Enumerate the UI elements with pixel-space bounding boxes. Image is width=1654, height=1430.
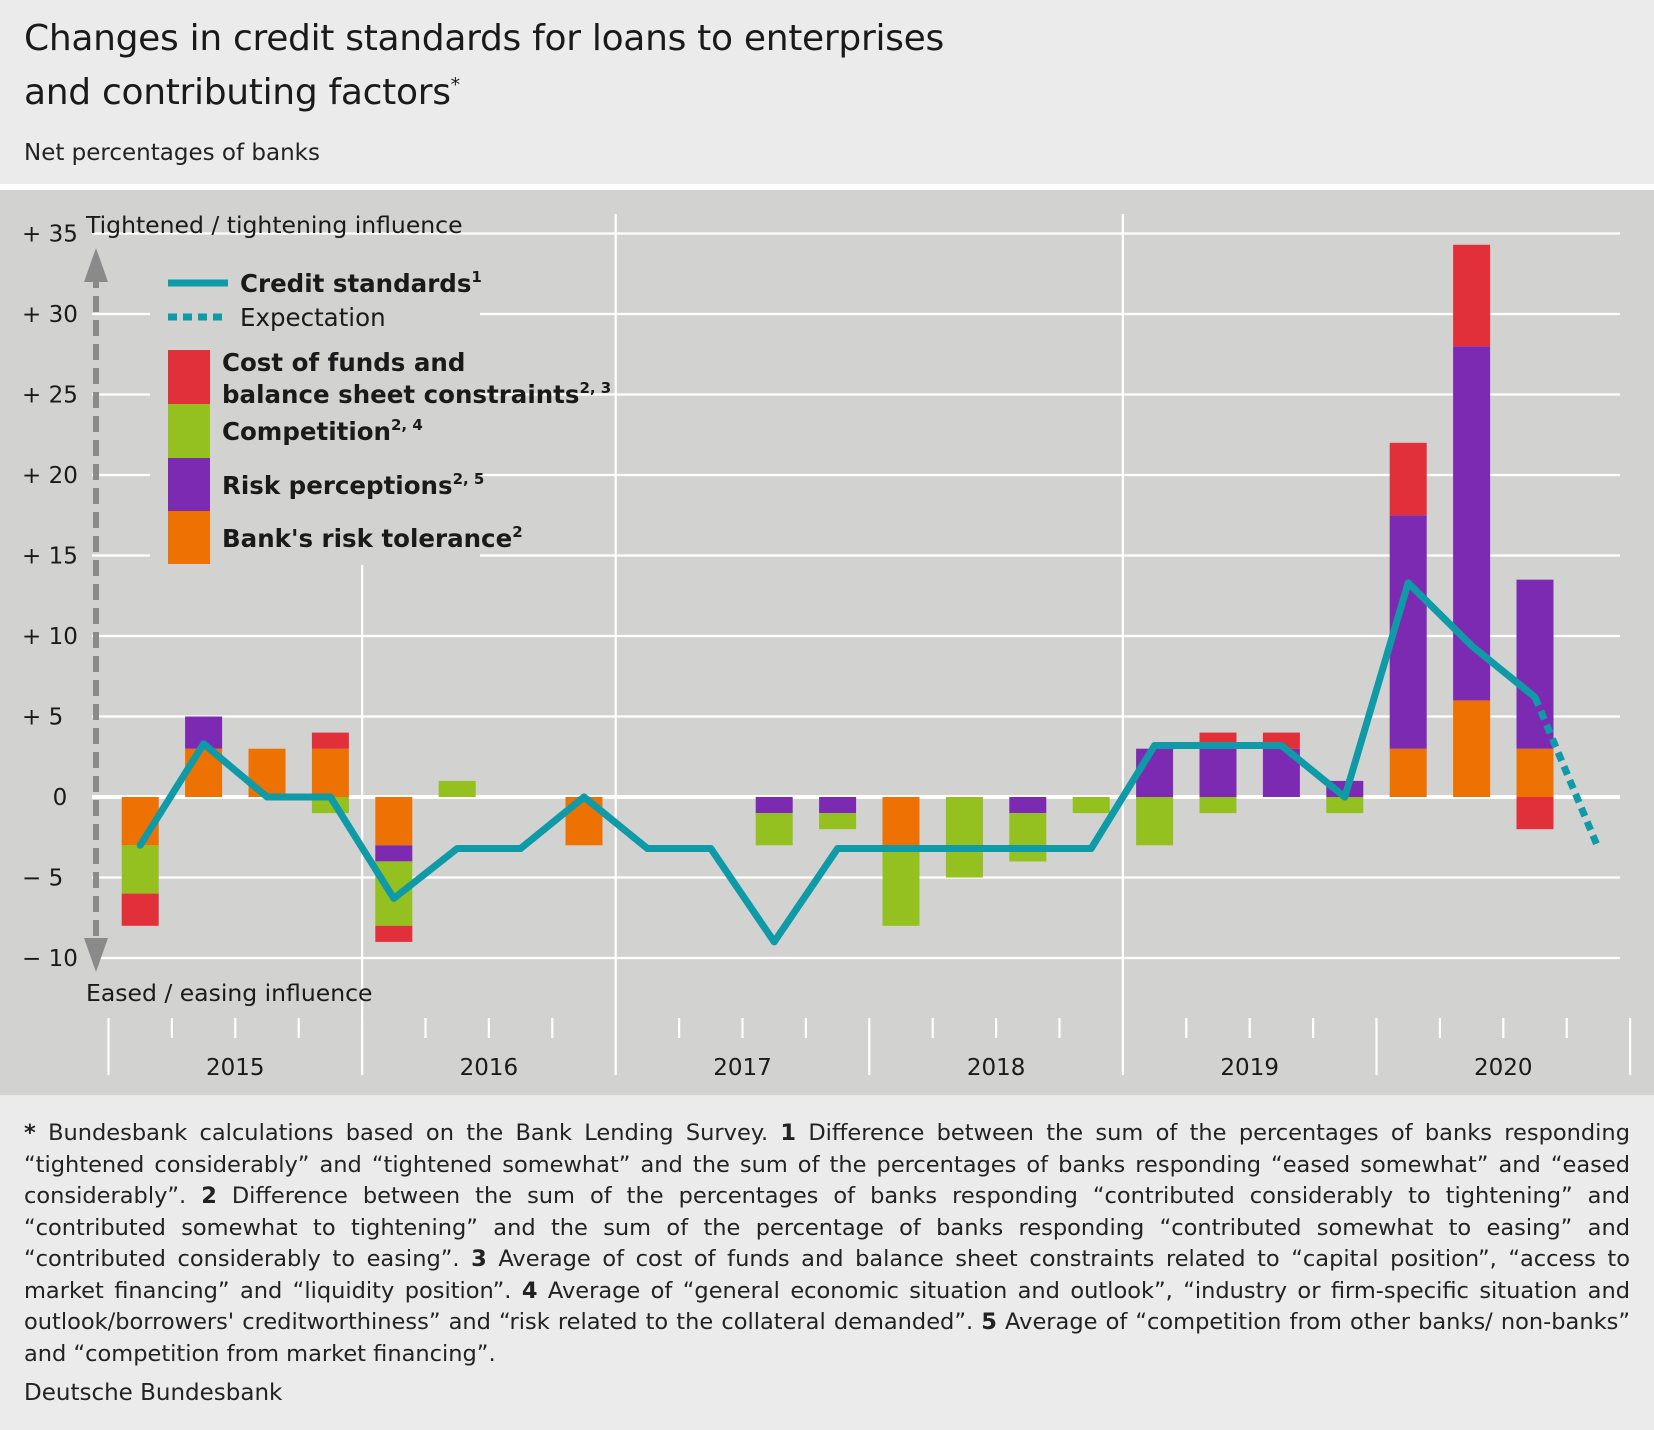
bar-segment-competition <box>1072 797 1110 814</box>
bar-segment-tolerance <box>1516 748 1554 797</box>
bar-segment-competition <box>1326 797 1364 814</box>
bar-segment-cost <box>375 925 413 942</box>
bar-segment-competition <box>121 845 159 894</box>
bar-segment-risk <box>1136 748 1174 797</box>
credit-standards-line <box>136 579 1539 946</box>
year-label: 2017 <box>713 1055 772 1081</box>
bar-segment-risk <box>375 845 413 862</box>
legend-cost-label-line1: Cost of funds and <box>222 348 465 377</box>
legend-tolerance-label: Bank's risk tolerance2 <box>222 523 523 553</box>
direction-arrow: Tightened / tightening influence Eased / … <box>84 211 463 1007</box>
bar-segment-competition <box>1199 797 1237 814</box>
legend-competition-label: Competition2, 4 <box>222 416 423 446</box>
y-tick-label: + 10 <box>22 624 78 650</box>
arrow-up-head <box>84 248 108 282</box>
bar-segment-tolerance <box>882 797 920 846</box>
bar-segment-cost <box>1516 797 1554 830</box>
bar-segment-competition <box>438 780 476 797</box>
y-tick-label: − 10 <box>22 946 78 972</box>
bar-segment-tolerance <box>1389 748 1427 797</box>
bar-segment-competition <box>755 813 793 846</box>
legend-tolerance-swatch <box>168 511 210 564</box>
bar-segment-cost <box>1453 244 1491 347</box>
bar-segment-tolerance <box>375 797 413 846</box>
y-tick-label: + 35 <box>22 222 78 248</box>
y-tick-label: + 25 <box>22 383 78 409</box>
bar-segment-tolerance <box>311 748 349 797</box>
title-line-1: Changes in credit standards for loans to… <box>24 18 944 59</box>
y-tick-label: + 5 <box>22 705 63 731</box>
year-separators <box>361 214 1378 1075</box>
year-label: 2016 <box>460 1055 519 1081</box>
bar-segment-risk <box>1199 748 1237 797</box>
legend-expectation-label: Expectation <box>240 303 386 332</box>
bar-segment-cost <box>311 732 349 749</box>
year-label: 2015 <box>206 1055 265 1081</box>
legend-cost-swatch <box>168 350 210 404</box>
y-tick-label: − 5 <box>22 866 63 892</box>
y-tick-label: + 20 <box>22 463 78 489</box>
y-tick-label: + 15 <box>22 544 78 570</box>
bar-segment-risk <box>755 797 793 814</box>
bar-segment-competition <box>945 797 983 878</box>
legend-risk-label: Risk perceptions2, 5 <box>222 470 484 500</box>
bar-segment-risk <box>1516 579 1554 749</box>
year-label: 2020 <box>1474 1055 1533 1081</box>
source-label: Deutsche Bundesbank <box>24 1380 283 1406</box>
y-axis: + 35 + 30 + 25 + 20 + 15 + 10 + 5 0 − 5 − 10 <box>22 222 78 973</box>
year-label: 2019 <box>1220 1055 1279 1081</box>
bar-segment-cost <box>121 893 159 926</box>
title-line-2: and contributing factors <box>24 72 451 113</box>
chart-title: Changes in credit standards for loans to… <box>24 16 944 116</box>
bar-segment-competition <box>1136 797 1174 846</box>
chart-subtitle: Net percentages of banks <box>24 140 320 166</box>
title-footnote-mark: * <box>450 74 461 96</box>
arrow-down-head <box>84 938 108 972</box>
footnotes: * Bundesbank calculations based on the B… <box>24 1120 1631 1367</box>
bar-segment-competition <box>819 813 857 830</box>
credit-standards-lines <box>136 579 1602 946</box>
legend-cost-label-line2: balance sheet constraints2, 3 <box>222 379 611 409</box>
legend-risk-swatch <box>168 458 210 511</box>
bottom-annotation: Eased / easing influence <box>86 979 373 1007</box>
bar-segment-competition <box>882 845 920 926</box>
legend-credit-label: Credit standards1 <box>240 268 482 298</box>
expectation-line <box>1531 695 1602 850</box>
year-label: 2018 <box>967 1055 1026 1081</box>
bar-segment-tolerance <box>1453 700 1491 797</box>
bar-segment-cost <box>1389 442 1427 516</box>
chart-svg: + 35 + 30 + 25 + 20 + 15 + 10 + 5 0 − 5 − 10 2015… <box>22 211 1632 1081</box>
legend: Credit standards1 Expectation Cost of fund… <box>150 255 611 565</box>
header-divider <box>0 184 1654 190</box>
legend-competition-swatch <box>168 404 210 458</box>
top-annotation: Tightened / tightening influence <box>85 211 463 239</box>
y-tick-label: + 30 <box>22 302 78 328</box>
y-tick-label: 0 <box>53 785 68 811</box>
x-axis: 2015 2016 2017 2018 2019 2020 <box>107 1018 1632 1081</box>
bar-segment-risk <box>819 797 857 814</box>
bar-segment-competition <box>1009 813 1047 862</box>
bar-segment-risk <box>1009 797 1047 814</box>
